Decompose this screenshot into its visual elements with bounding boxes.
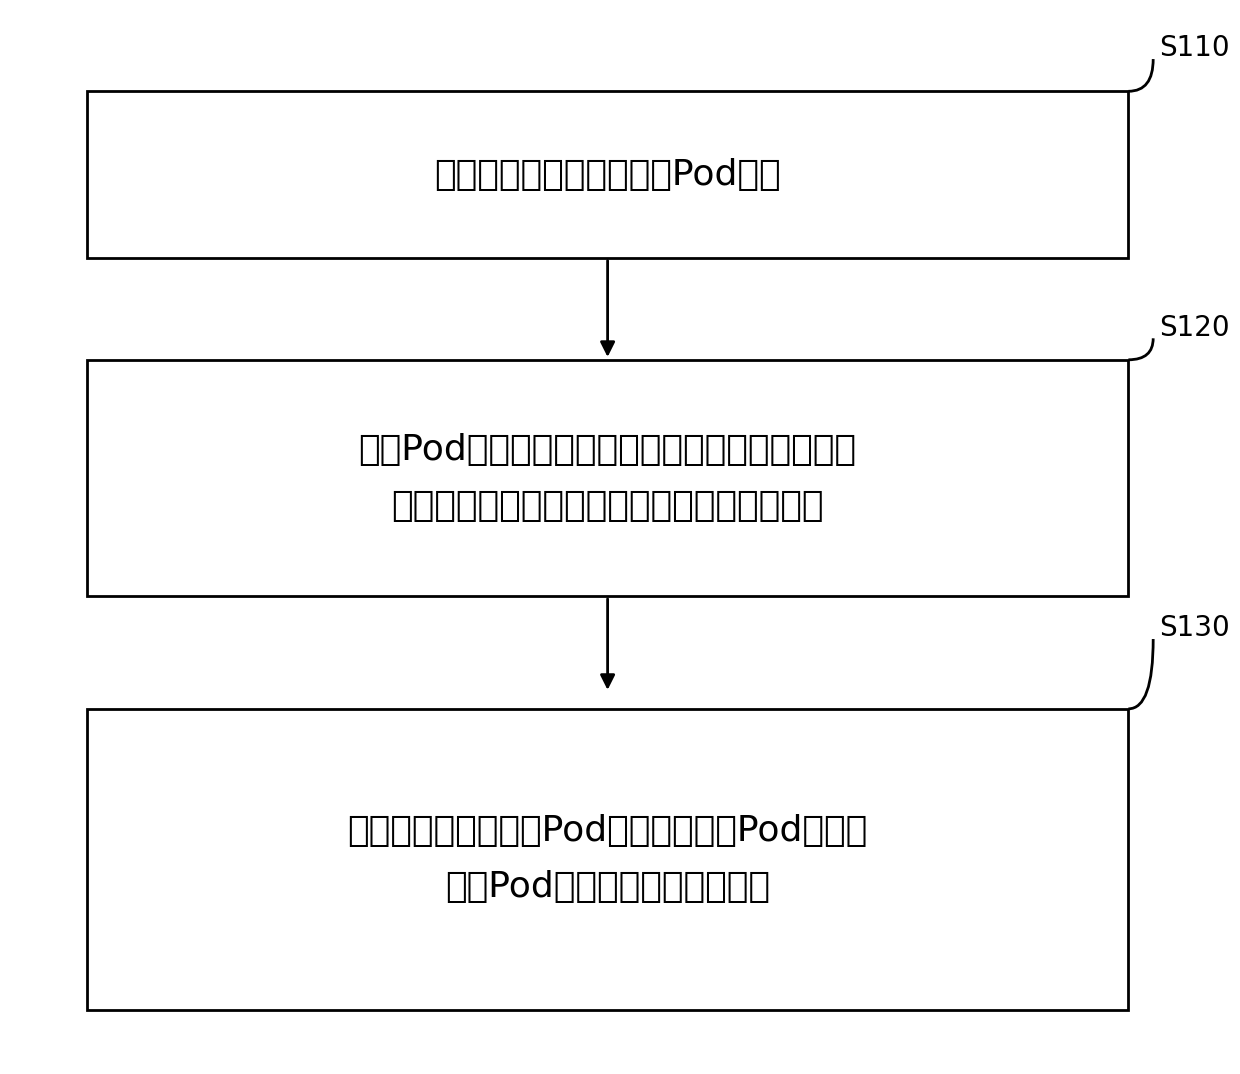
Bar <box>87 709 1128 1010</box>
Text: 获取与作业对应的容器荚Pod数据: 获取与作业对应的容器荚Pod数据 <box>434 158 781 191</box>
Bar <box>87 91 1128 258</box>
Bar <box>87 360 1128 596</box>
Text: S110: S110 <box>1159 34 1230 62</box>
Text: S130: S130 <box>1159 614 1230 642</box>
Text: 根据Pod数据中的节点调度条件与集群中各节点的
节点状态，从集群中选出一个或多个目标节点: 根据Pod数据中的节点调度条件与集群中各节点的 节点状态，从集群中选出一个或多个… <box>358 433 857 523</box>
Text: 在各目标节点上根据Pod数据分别部署Pod，在部
署的Pod中运行作业的作业进程: 在各目标节点上根据Pod数据分别部署Pod，在部 署的Pod中运行作业的作业进程 <box>347 814 868 904</box>
Text: S120: S120 <box>1159 314 1230 342</box>
